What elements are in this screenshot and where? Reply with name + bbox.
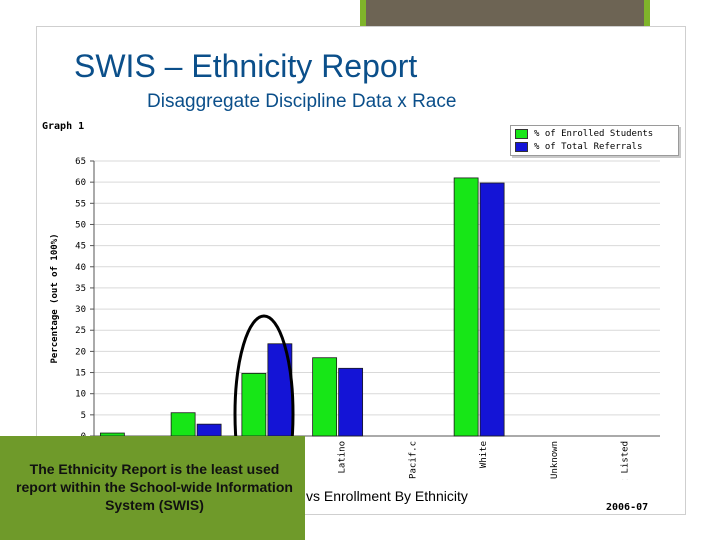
y-tick-label: 55 (75, 199, 86, 209)
y-tick-label: 40 (75, 263, 86, 273)
legend-swatch-referrals (515, 142, 528, 152)
x-tick-label: Not Listed (621, 441, 631, 480)
bar-enrolled (453, 177, 479, 437)
x-tick-label: Pacif.c (408, 441, 418, 479)
caption-box (0, 436, 305, 540)
x-tick-label: Latino (338, 441, 348, 474)
legend-label-referrals: % of Total Referrals (534, 142, 643, 152)
y-tick-label: 35 (75, 284, 86, 294)
y-tick-label: 10 (75, 390, 86, 400)
chart-footer-text: vs Enrollment By Ethnicity (306, 488, 468, 504)
bar-enrolled (170, 412, 196, 437)
legend-item-referrals: % of Total Referrals (515, 141, 642, 153)
y-axis-label: Percentage (out of 100%) (50, 233, 60, 363)
chart-footer-year: 2006-07 (606, 502, 649, 513)
y-tick-label: 30 (75, 305, 86, 315)
slide-subtitle: Disaggregate Discipline Data x Race (147, 91, 457, 112)
y-tick-label: 25 (75, 326, 86, 336)
bar-referrals (338, 367, 364, 437)
bar-chart: 05101520253035404550556065Percentage (ou… (50, 157, 660, 480)
bar-referrals (267, 343, 293, 437)
legend-swatch-enrolled (515, 129, 528, 139)
y-tick-label: 50 (75, 220, 86, 230)
y-tick-label: 45 (75, 242, 86, 252)
caption-text: The Ethnicity Report is the least used r… (16, 461, 293, 513)
x-tick-label: White (479, 441, 489, 468)
bar-enrolled (99, 432, 125, 437)
slide-title: SWIS – Ethnicity Report (74, 48, 418, 84)
x-tick-label: Unknown (550, 441, 560, 479)
legend-label-enrolled: % of Enrolled Students (534, 129, 654, 139)
bar-enrolled (241, 372, 267, 437)
chart-title: Graph 1 (42, 121, 85, 132)
bar-referrals (196, 423, 222, 437)
y-tick-label: 20 (75, 347, 86, 357)
y-tick-label: 65 (75, 157, 86, 167)
bar-referrals (479, 182, 505, 437)
bar-enrolled (312, 357, 338, 437)
plot-area (94, 161, 660, 436)
y-tick-label: 60 (75, 178, 86, 188)
y-tick-label: 5 (81, 411, 86, 421)
y-tick-label: 15 (75, 369, 86, 379)
chart-legend: % of Enrolled Students % of Total Referr… (510, 125, 679, 156)
legend-item-enrolled: % of Enrolled Students (515, 128, 653, 140)
